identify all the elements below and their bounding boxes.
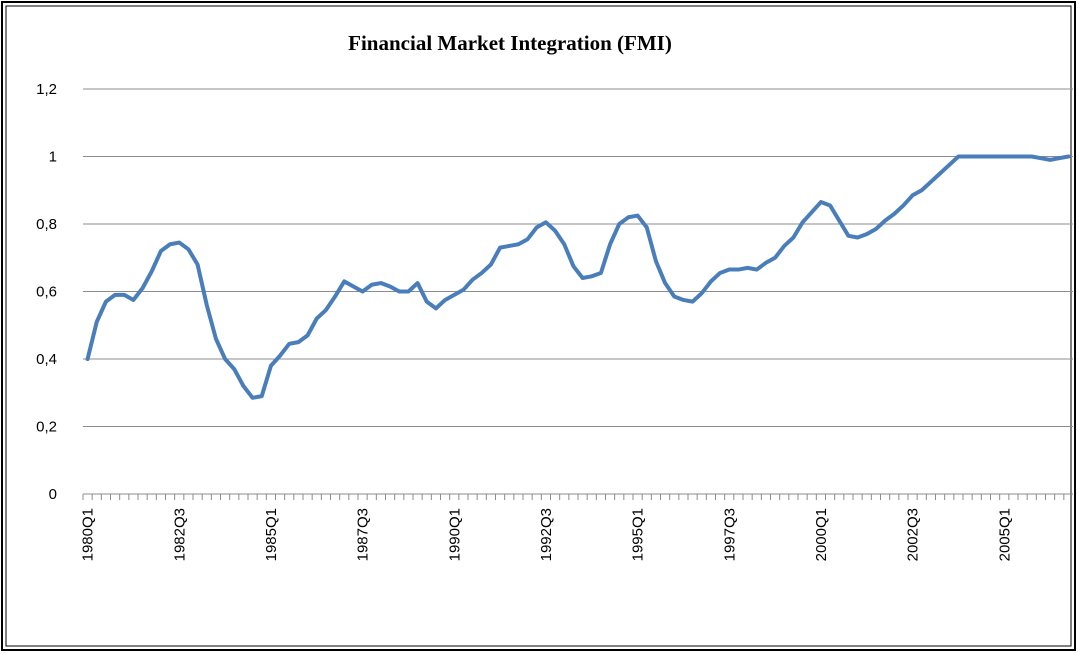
- y-tick-label: 0,8: [36, 216, 57, 233]
- x-tick-label: 1980Q1: [80, 508, 97, 561]
- chart-title: Financial Market Integration (FMI): [348, 31, 672, 55]
- x-tick-label: 1997Q3: [721, 508, 738, 561]
- x-tick-label: 1987Q3: [355, 508, 372, 561]
- y-tick-label: 1,2: [36, 81, 57, 98]
- data-line: [85, 154, 1071, 400]
- y-tick-label: 0,4: [36, 351, 57, 368]
- x-tick-label: 1982Q3: [171, 508, 188, 561]
- inner-frame: [5, 5, 1072, 647]
- x-tick-label: 1990Q1: [446, 508, 463, 561]
- x-tick-label: 1985Q1: [263, 508, 280, 561]
- x-tick-label: 1992Q3: [538, 508, 555, 561]
- x-tick-label: 2005Q1: [996, 508, 1013, 561]
- y-tick-label: 1: [49, 149, 57, 166]
- y-tick-label: 0,2: [36, 419, 57, 436]
- x-tick-label: 2002Q3: [905, 508, 922, 561]
- y-tick-label: 0,6: [36, 284, 57, 301]
- x-tick-label: 2000Q1: [813, 508, 830, 561]
- y-tick-label: 0: [49, 486, 57, 503]
- x-tick-label: 1995Q1: [630, 508, 647, 561]
